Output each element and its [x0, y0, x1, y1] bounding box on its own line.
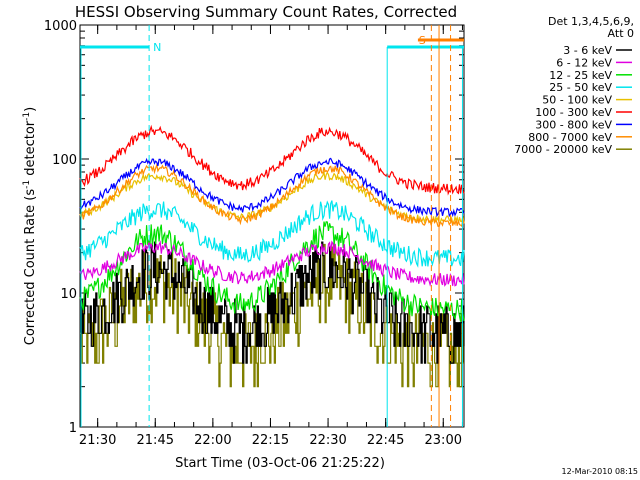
- series-line: [79, 200, 465, 268]
- legend-header-detectors: Det 1,3,4,5,6,9,: [548, 15, 634, 28]
- y-tick-label: 1000: [44, 19, 77, 34]
- y-tick-label: 10: [60, 287, 77, 302]
- y-axis-label: Corrected Count Rate (s-1 detector-1): [22, 107, 38, 345]
- series-line: [79, 157, 465, 218]
- legend-label: 7000 - 20000 keV: [514, 143, 612, 156]
- plot-area: [79, 24, 465, 428]
- series-line: [79, 162, 465, 228]
- x-axis-label: Start Time (03-Oct-06 21:25:22): [175, 456, 385, 471]
- series-line: [79, 221, 465, 322]
- legend-label: 300 - 800 keV: [535, 118, 612, 131]
- legend-label: 50 - 100 keV: [542, 94, 612, 107]
- legend-header-attenuator: Att 0: [608, 27, 634, 40]
- saa-label: S: [419, 34, 426, 47]
- data-series: [79, 124, 465, 388]
- observing-markers: NS: [80, 25, 464, 427]
- night-label: N: [153, 41, 161, 54]
- legend-label: 100 - 300 keV: [535, 106, 612, 119]
- legend-label: 6 - 12 keV: [556, 56, 612, 69]
- x-tick-label: 21:45: [137, 433, 174, 448]
- legend-label: 12 - 25 keV: [549, 69, 612, 82]
- x-tick-label: 22:00: [194, 433, 231, 448]
- plot-frame: [79, 24, 465, 428]
- x-tick-label: 22:45: [367, 433, 404, 448]
- x-tick-label: 21:30: [79, 433, 116, 448]
- chart-title: HESSI Observing Summary Count Rates, Cor…: [75, 3, 457, 21]
- y-tick-label: 1: [69, 421, 77, 436]
- series-line: [79, 124, 465, 196]
- x-tick-label: 22:30: [309, 433, 346, 448]
- footer-timestamp: 12-Mar-2010 08:15: [562, 467, 639, 476]
- x-tick-label: 23:00: [425, 433, 462, 448]
- series-line: [79, 240, 465, 287]
- legend-label: 3 - 6 keV: [563, 44, 612, 57]
- x-tick-label: 22:15: [252, 433, 289, 448]
- legend-label: 25 - 50 keV: [549, 81, 612, 94]
- y-tick-label: 100: [52, 153, 77, 168]
- legend-label: 800 - 7000 keV: [528, 131, 612, 144]
